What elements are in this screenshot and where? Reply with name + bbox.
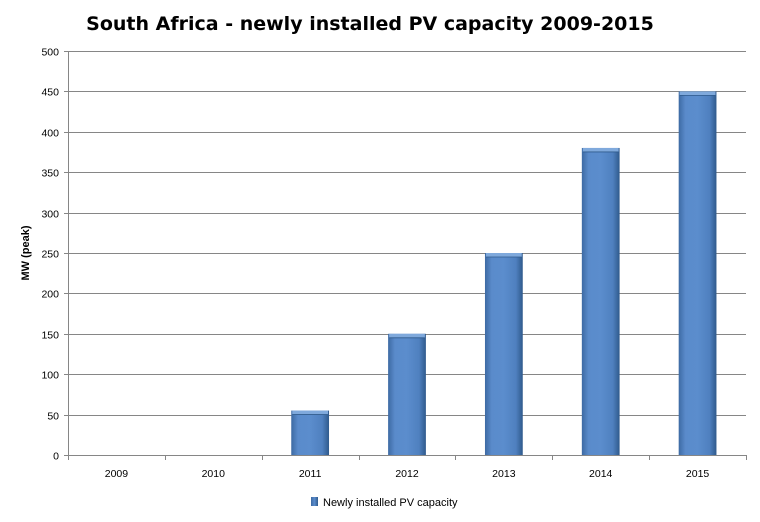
legend-swatch [311, 497, 318, 506]
y-tick-label: 450 [41, 87, 59, 99]
bar-2014 [581, 147, 620, 455]
x-tick-label: 2011 [299, 468, 322, 480]
x-tick-label: 2009 [105, 468, 129, 480]
y-tick-label: 0 [53, 451, 59, 463]
y-tick-label: 150 [41, 330, 59, 342]
y-tick-label: 500 [41, 47, 59, 59]
y-axis-title: MW (peak) [20, 225, 32, 280]
bar-top [679, 91, 716, 96]
legend: Newly installed PV capacity [311, 497, 458, 509]
bar-2011 [291, 410, 330, 455]
y-axis-ticks: 0 50 100 150 200 250 300 350 400 450 500 [41, 47, 68, 463]
y-tick-label: 300 [41, 209, 59, 221]
bar-top [292, 410, 329, 415]
y-tick-label: 50 [47, 411, 59, 423]
y-tick-label: 400 [41, 128, 59, 140]
bar-series [291, 91, 717, 456]
bar-top [389, 333, 425, 338]
x-tick-label: 2015 [686, 468, 710, 480]
y-tick-label: 350 [41, 168, 59, 180]
gridlines [68, 51, 746, 416]
bar-top [582, 147, 619, 152]
bar [581, 147, 620, 455]
bar-2015 [678, 91, 717, 456]
x-tick-label: 2014 [589, 468, 613, 480]
x-axis-ticks: 2009 2010 2011 2012 2013 2014 2015 [68, 455, 747, 480]
legend-label: Newly installed PV capacity [323, 497, 458, 509]
y-tick-label: 250 [41, 249, 59, 261]
bar-2013 [484, 253, 523, 455]
bar-2012 [388, 333, 426, 455]
y-tick-label: 100 [41, 370, 59, 382]
bar [388, 333, 426, 455]
bar-top [485, 253, 522, 257]
bar [291, 410, 330, 455]
bar [678, 91, 717, 456]
y-tick-label: 200 [41, 289, 59, 301]
x-tick-label: 2010 [202, 468, 226, 480]
x-tick-label: 2012 [395, 468, 419, 480]
bar [484, 253, 523, 455]
x-tick-label: 2013 [492, 468, 516, 480]
chart-title: South Africa - newly installed PV capaci… [86, 13, 654, 35]
